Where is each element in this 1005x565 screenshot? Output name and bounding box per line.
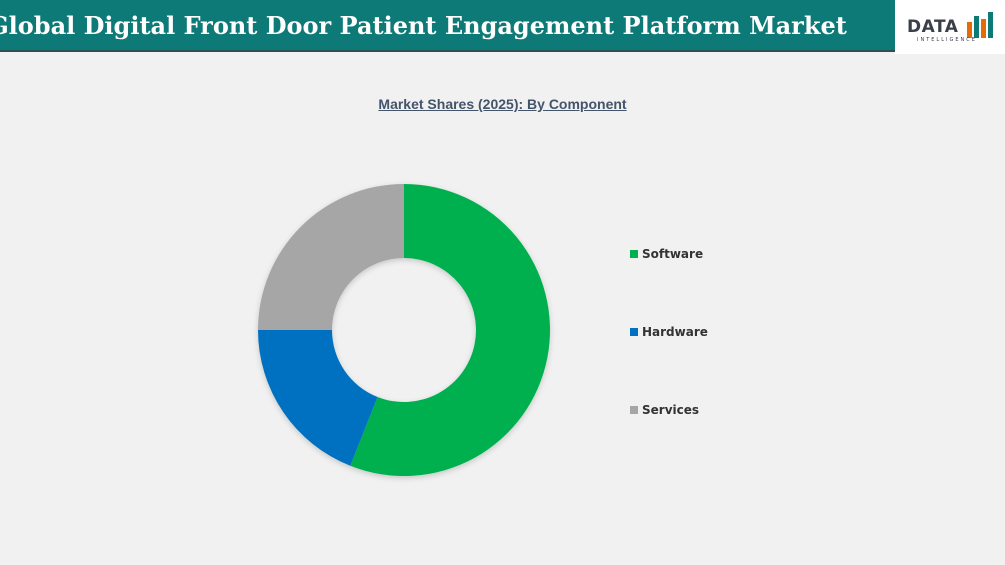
chart-title: Market Shares (2025): By Component <box>378 96 627 112</box>
legend-item-services: Services <box>630 400 708 420</box>
page-title: Global Digital Front Door Patient Engage… <box>0 10 847 40</box>
legend-label: Hardware <box>642 325 708 339</box>
bar-chart-icon <box>967 12 993 38</box>
legend-swatch <box>630 250 638 258</box>
chart-legend: Software Hardware Services <box>630 244 708 478</box>
logo-word: DATA <box>907 17 959 37</box>
legend-swatch <box>630 328 638 336</box>
legend-label: Services <box>642 403 700 417</box>
donut-slice-services <box>258 184 404 330</box>
legend-label: Software <box>642 247 704 261</box>
donut-slice-software <box>350 184 550 476</box>
logo-subtitle: INTELLIGENCE <box>917 37 977 43</box>
header-bar: Global Digital Front Door Patient Engage… <box>0 0 895 52</box>
datam-logo: DATA INTELLIGENCE <box>895 0 1005 54</box>
legend-item-software: Software <box>630 244 708 264</box>
legend-item-hardware: Hardware <box>630 322 708 342</box>
legend-swatch <box>630 406 638 414</box>
donut-slice-hardware <box>258 330 378 466</box>
